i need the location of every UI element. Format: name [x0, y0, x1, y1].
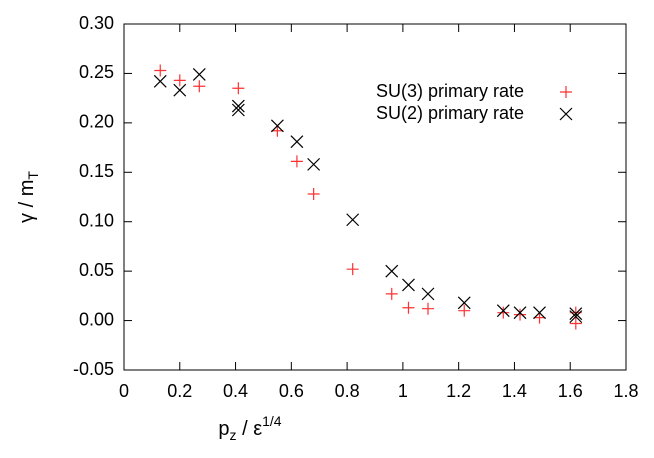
point	[154, 64, 167, 77]
point	[402, 301, 415, 314]
point	[496, 304, 510, 318]
x-tick-label: 0.8	[335, 381, 360, 401]
legend-marker	[560, 86, 572, 98]
x-label-sub: z	[230, 427, 237, 443]
legend-marker	[559, 107, 573, 121]
x-tick-label: 1.6	[558, 381, 583, 401]
point	[270, 119, 284, 133]
point	[307, 157, 321, 171]
y-label-sub: T	[25, 171, 41, 180]
point	[231, 99, 245, 113]
y-tick-label: 0.10	[79, 210, 114, 230]
x-label-mid: / ε	[237, 418, 263, 440]
point	[497, 306, 510, 319]
point	[514, 308, 527, 321]
point	[232, 82, 245, 95]
point	[192, 67, 206, 81]
y-tick-label: 0.15	[79, 161, 114, 181]
point	[290, 155, 303, 168]
y-tick-label: 0.25	[79, 62, 114, 82]
point	[513, 306, 527, 320]
x-tick-label: 0	[119, 381, 129, 401]
point	[421, 287, 435, 301]
point	[193, 80, 206, 93]
point	[231, 103, 245, 117]
y-tick-label: 0.20	[79, 112, 114, 132]
y-axis-label: γ / mT	[16, 171, 40, 223]
point	[569, 307, 583, 321]
x-tick-label: 0.2	[167, 381, 192, 401]
point	[307, 188, 320, 201]
y-tick-label: 0.30	[79, 13, 114, 33]
point	[533, 306, 546, 320]
plot-frame	[123, 23, 627, 371]
point	[533, 311, 546, 324]
y-tick-label: -0.05	[73, 359, 114, 379]
point	[153, 74, 167, 88]
point	[458, 304, 471, 317]
point	[346, 263, 359, 276]
point	[173, 83, 187, 97]
point	[421, 302, 434, 315]
point	[271, 124, 284, 137]
x-label-sup: 1/4	[262, 413, 282, 429]
point	[402, 278, 415, 292]
legend-label: SU(2) primary rate	[376, 103, 524, 123]
y-label-base: γ / m	[16, 180, 38, 223]
point	[290, 135, 304, 149]
x-axis-label: pz / ε1/4	[218, 413, 281, 443]
legend-label: SU(3) primary rate	[376, 81, 524, 101]
x-tick-label: 1.4	[502, 381, 527, 401]
x-tick-label: 0.6	[279, 381, 304, 401]
point	[385, 287, 398, 300]
x-tick-label: 1	[398, 381, 408, 401]
point	[457, 296, 471, 310]
y-tick-label: 0.00	[79, 309, 114, 329]
point	[569, 317, 582, 330]
x-tick-label: 1.8	[613, 381, 638, 401]
point	[173, 74, 186, 87]
x-label-base: p	[218, 418, 229, 440]
x-tick-label: 0.4	[223, 381, 248, 401]
x-tick-label: 1.2	[446, 381, 471, 401]
point	[346, 213, 360, 227]
y-tick-label: 0.05	[79, 260, 114, 280]
point	[385, 264, 399, 278]
point	[569, 310, 583, 324]
